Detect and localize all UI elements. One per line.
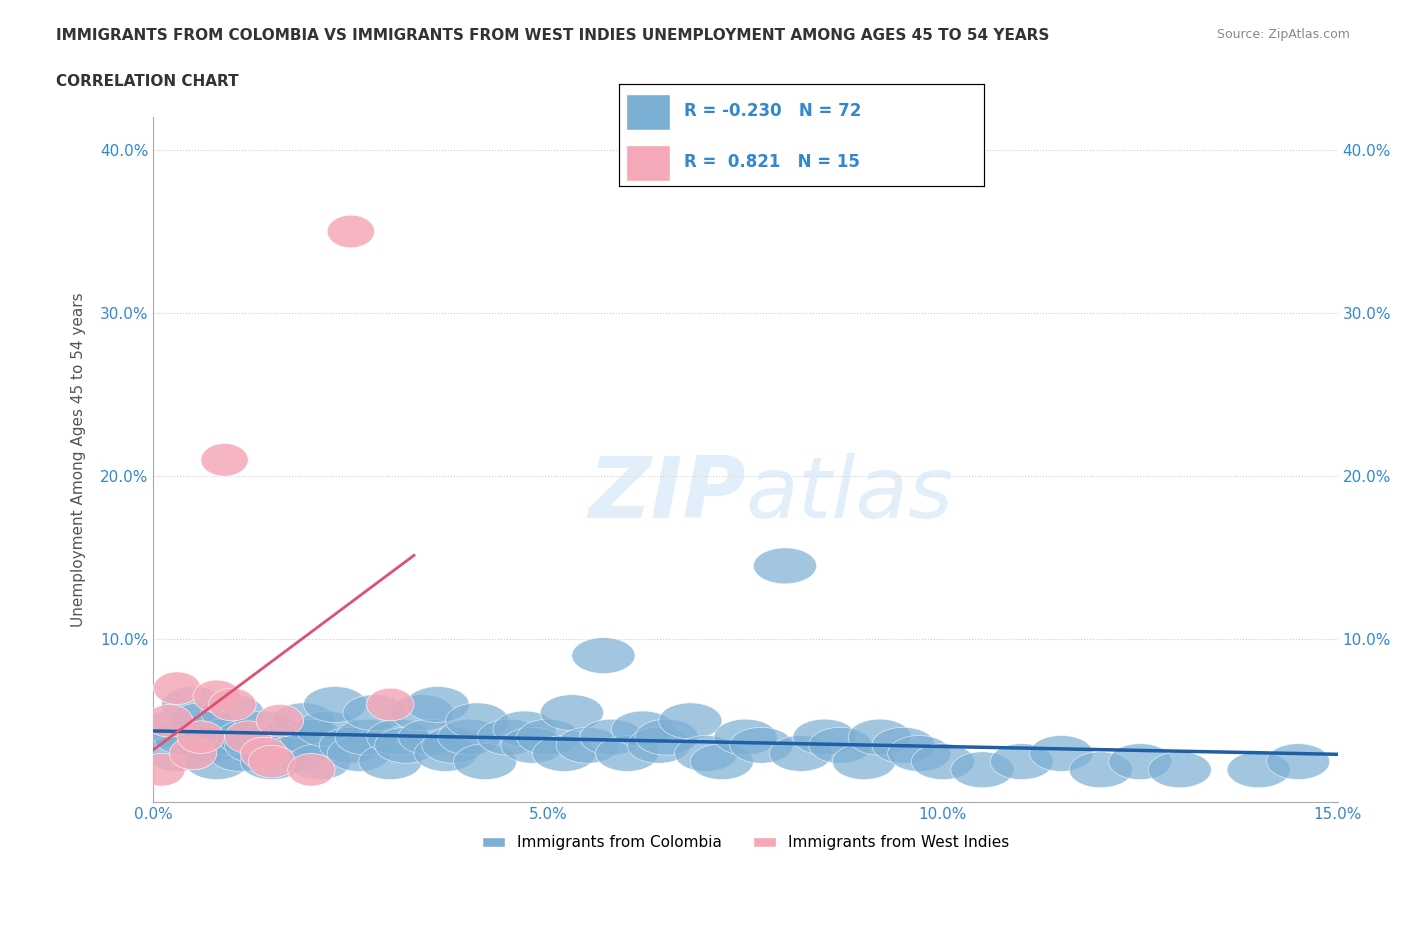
Ellipse shape [359, 744, 422, 779]
Ellipse shape [186, 744, 249, 779]
Ellipse shape [177, 721, 225, 753]
FancyBboxPatch shape [626, 145, 669, 180]
Ellipse shape [271, 703, 335, 738]
Ellipse shape [808, 727, 872, 764]
Ellipse shape [437, 719, 501, 755]
Ellipse shape [406, 686, 470, 723]
Ellipse shape [153, 719, 217, 755]
Ellipse shape [501, 727, 564, 764]
Ellipse shape [516, 719, 579, 755]
Ellipse shape [193, 719, 256, 755]
Ellipse shape [153, 671, 201, 705]
Ellipse shape [769, 736, 832, 771]
Ellipse shape [477, 719, 540, 755]
Ellipse shape [627, 727, 690, 764]
Ellipse shape [232, 711, 295, 747]
Ellipse shape [872, 727, 935, 764]
Ellipse shape [579, 719, 643, 755]
Text: ZIP: ZIP [588, 453, 745, 536]
Ellipse shape [240, 744, 304, 779]
Text: CORRELATION CHART: CORRELATION CHART [56, 74, 239, 89]
Ellipse shape [572, 638, 636, 673]
Legend: Immigrants from Colombia, Immigrants from West Indies: Immigrants from Colombia, Immigrants fro… [477, 830, 1015, 857]
Ellipse shape [319, 727, 382, 764]
Ellipse shape [1029, 736, 1092, 771]
Text: R =  0.821   N = 15: R = 0.821 N = 15 [685, 153, 860, 171]
Ellipse shape [208, 688, 256, 721]
Ellipse shape [887, 736, 950, 771]
Ellipse shape [328, 736, 391, 771]
Ellipse shape [367, 688, 413, 721]
Ellipse shape [533, 736, 596, 771]
Ellipse shape [280, 719, 343, 755]
Ellipse shape [201, 444, 249, 476]
Ellipse shape [249, 727, 311, 764]
Ellipse shape [295, 711, 359, 747]
Ellipse shape [193, 680, 240, 712]
Ellipse shape [138, 753, 186, 786]
Ellipse shape [391, 695, 454, 731]
Ellipse shape [146, 736, 208, 771]
Text: R = -0.230   N = 72: R = -0.230 N = 72 [685, 102, 862, 120]
Ellipse shape [288, 753, 335, 786]
Ellipse shape [217, 719, 280, 755]
Ellipse shape [911, 744, 974, 779]
Ellipse shape [636, 719, 699, 755]
Ellipse shape [249, 745, 295, 777]
Ellipse shape [754, 548, 817, 584]
Ellipse shape [596, 736, 659, 771]
Ellipse shape [494, 711, 557, 747]
Ellipse shape [793, 719, 856, 755]
Ellipse shape [138, 711, 201, 747]
Ellipse shape [990, 744, 1053, 779]
Ellipse shape [454, 744, 516, 779]
Ellipse shape [169, 703, 232, 738]
Ellipse shape [446, 703, 509, 738]
Ellipse shape [1069, 751, 1132, 788]
Ellipse shape [374, 727, 437, 764]
Ellipse shape [240, 737, 288, 770]
Ellipse shape [225, 727, 288, 764]
Ellipse shape [225, 721, 271, 753]
Ellipse shape [256, 705, 304, 737]
Ellipse shape [208, 736, 271, 771]
Ellipse shape [367, 719, 430, 755]
Ellipse shape [335, 719, 398, 755]
Ellipse shape [162, 686, 225, 723]
Ellipse shape [1109, 744, 1171, 779]
Ellipse shape [146, 705, 193, 737]
Ellipse shape [343, 695, 406, 731]
Ellipse shape [1267, 744, 1330, 779]
Text: Source: ZipAtlas.com: Source: ZipAtlas.com [1216, 28, 1350, 41]
FancyBboxPatch shape [626, 94, 669, 130]
Text: atlas: atlas [745, 453, 953, 536]
Ellipse shape [1149, 751, 1212, 788]
Y-axis label: Unemployment Among Ages 45 to 54 years: Unemployment Among Ages 45 to 54 years [72, 293, 86, 627]
Ellipse shape [422, 727, 485, 764]
Ellipse shape [848, 719, 911, 755]
Ellipse shape [950, 751, 1014, 788]
Ellipse shape [1227, 751, 1291, 788]
Ellipse shape [612, 711, 675, 747]
Ellipse shape [557, 727, 619, 764]
Ellipse shape [413, 736, 477, 771]
Ellipse shape [201, 695, 264, 731]
Ellipse shape [288, 744, 352, 779]
Ellipse shape [177, 727, 240, 764]
Ellipse shape [714, 719, 778, 755]
Ellipse shape [659, 703, 721, 738]
Ellipse shape [730, 727, 793, 764]
Ellipse shape [328, 215, 374, 247]
Ellipse shape [675, 736, 738, 771]
Ellipse shape [169, 737, 217, 770]
Ellipse shape [304, 686, 367, 723]
Ellipse shape [398, 719, 461, 755]
Text: IMMIGRANTS FROM COLOMBIA VS IMMIGRANTS FROM WEST INDIES UNEMPLOYMENT AMONG AGES : IMMIGRANTS FROM COLOMBIA VS IMMIGRANTS F… [56, 28, 1050, 43]
Ellipse shape [832, 744, 896, 779]
Ellipse shape [690, 744, 754, 779]
Ellipse shape [540, 695, 603, 731]
Ellipse shape [264, 736, 328, 771]
Ellipse shape [256, 719, 319, 755]
